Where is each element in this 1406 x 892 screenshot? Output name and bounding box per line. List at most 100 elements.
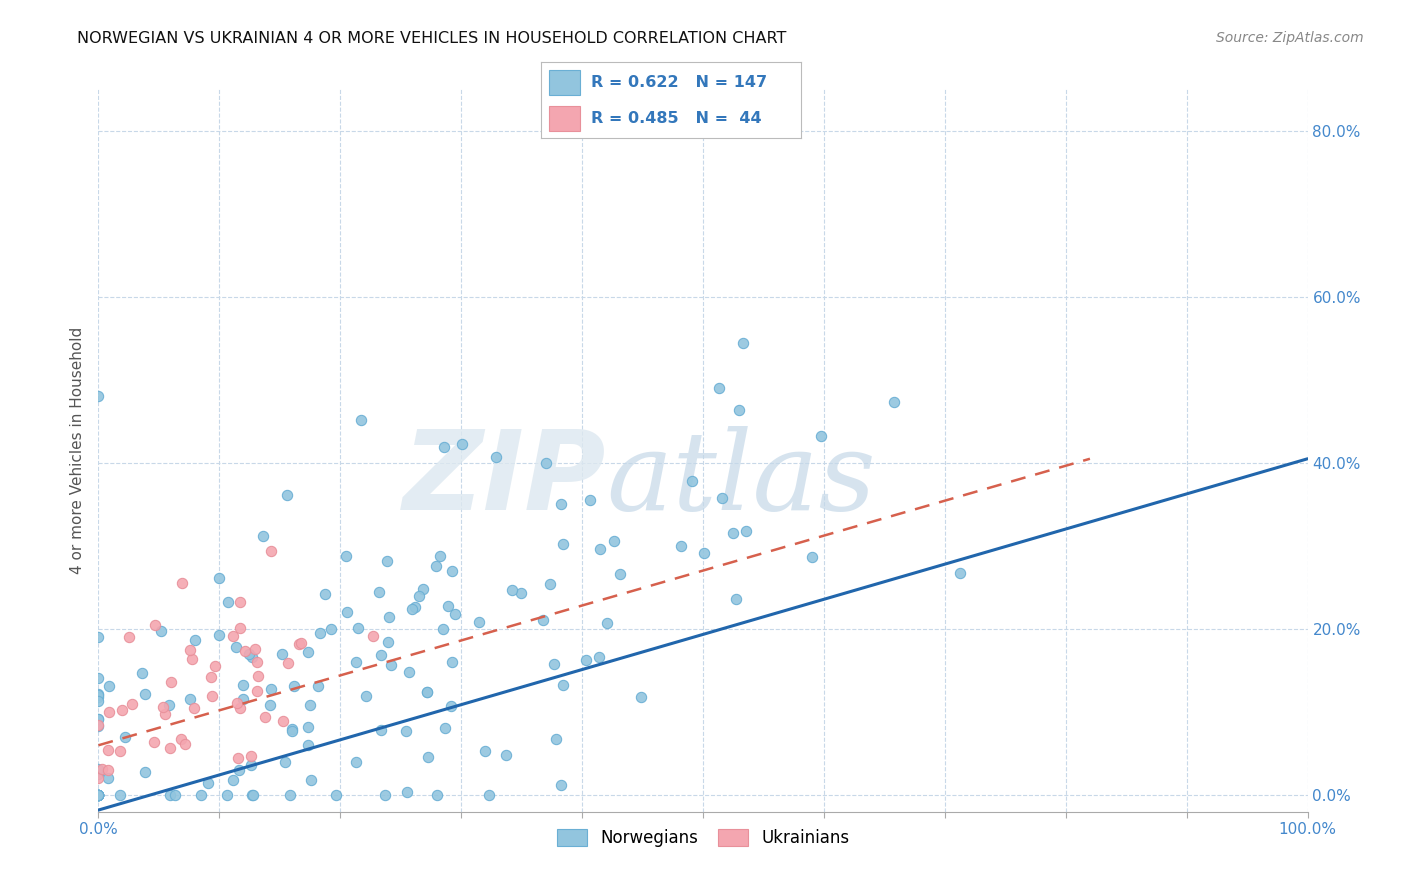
Point [170, 575, 193, 590]
Text: Source: ZipAtlas.com: Source: ZipAtlas.com [1216, 31, 1364, 45]
Point [374, 788, 396, 802]
Point [197, 776, 219, 790]
Point [553, 678, 575, 692]
Y-axis label: 4 or more Vehicles in Household: 4 or more Vehicles in Household [69, 326, 84, 574]
Point [87, 788, 110, 802]
Point [361, 629, 384, 643]
Point [204, 659, 226, 673]
Point [87, 788, 110, 802]
Point [408, 590, 430, 604]
Point [485, 450, 508, 465]
Point [578, 493, 600, 508]
Point [277, 657, 299, 671]
Point [416, 749, 439, 764]
Point [297, 720, 319, 734]
Point [87, 767, 110, 781]
Point [87, 712, 110, 726]
Point [370, 648, 392, 662]
Point [118, 630, 141, 644]
Point [229, 701, 252, 715]
Point [87, 762, 110, 776]
Point [246, 655, 269, 669]
Point [436, 599, 458, 614]
Point [603, 533, 626, 548]
Point [398, 665, 420, 679]
Legend: Norwegians, Ukrainians: Norwegians, Ukrainians [550, 822, 856, 854]
Point [121, 697, 143, 711]
Point [380, 658, 402, 673]
Point [949, 566, 972, 580]
Point [440, 698, 463, 713]
Point [143, 618, 166, 632]
Point [259, 698, 281, 713]
Point [543, 657, 565, 671]
Point [401, 602, 423, 616]
Point [87, 713, 110, 727]
Point [550, 497, 572, 511]
Point [153, 707, 176, 722]
Point [201, 689, 224, 703]
Point [225, 640, 247, 654]
Point [692, 546, 714, 560]
Point [354, 690, 377, 704]
Point [425, 559, 447, 574]
Point [152, 700, 174, 714]
Point [596, 615, 619, 630]
Point [208, 627, 231, 641]
Point [432, 622, 454, 636]
Point [377, 610, 399, 624]
Point [87, 389, 110, 403]
Point [276, 488, 298, 502]
Point [87, 719, 110, 733]
Point [416, 685, 439, 699]
Point [335, 549, 357, 564]
Point [108, 788, 131, 802]
Point [725, 592, 748, 607]
Point [283, 679, 305, 693]
Point [229, 621, 252, 635]
Point [252, 529, 274, 543]
Point [179, 692, 201, 706]
Point [536, 456, 558, 470]
Point [87, 788, 110, 802]
Point [280, 722, 302, 736]
Point [735, 524, 758, 538]
Point [440, 655, 463, 669]
Point [550, 778, 572, 792]
Point [404, 600, 426, 615]
Point [131, 665, 153, 680]
Point [412, 582, 434, 596]
Point [87, 694, 110, 708]
Point [531, 613, 554, 627]
Point [87, 788, 110, 802]
Point [87, 788, 110, 802]
Point [260, 544, 283, 558]
Point [298, 698, 321, 712]
Point [319, 622, 342, 636]
Point [553, 537, 575, 551]
Point [174, 737, 197, 751]
Point [440, 564, 463, 578]
Point [468, 615, 491, 629]
Point [433, 721, 456, 735]
Point [575, 652, 598, 666]
Point [368, 584, 391, 599]
Point [190, 788, 212, 802]
Bar [550, 105, 581, 130]
Point [157, 698, 180, 713]
Point [232, 678, 254, 692]
Point [810, 429, 832, 443]
Point [150, 624, 173, 639]
Point [451, 437, 474, 451]
Point [344, 655, 367, 669]
Point [243, 641, 266, 656]
Point [274, 756, 297, 770]
Point [114, 730, 136, 744]
Text: R = 0.622   N = 147: R = 0.622 N = 147 [591, 75, 766, 90]
Point [731, 335, 754, 350]
Point [87, 687, 110, 701]
Point [239, 758, 262, 772]
Point [588, 649, 610, 664]
Point [271, 714, 294, 728]
Point [97, 679, 120, 693]
